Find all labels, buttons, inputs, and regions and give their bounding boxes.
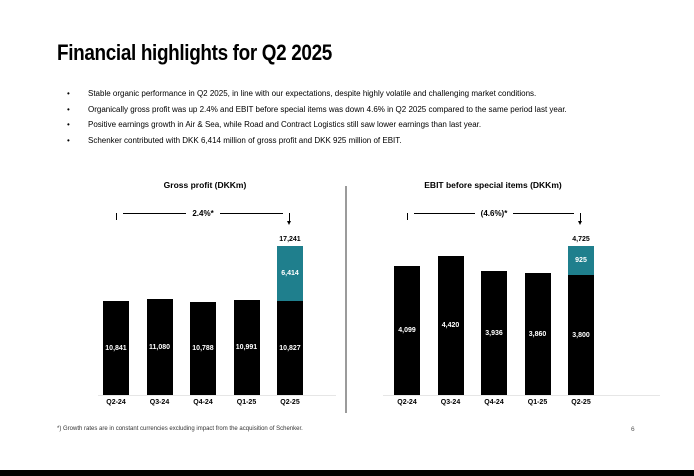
bar-value-label: 6,414 — [281, 270, 299, 277]
bar-value-label: 3,860 — [528, 330, 547, 338]
bar-segment-organic: 3,860 — [524, 273, 551, 395]
bullet-icon: • — [67, 104, 70, 114]
bar-column: 4,420 Q3-24 — [437, 236, 464, 406]
arrow-down-icon — [287, 213, 292, 225]
bar-value-label: 10,827 — [279, 344, 301, 352]
bar-stack: 4,420 — [437, 256, 464, 395]
bar-stack: 6,414 10,827 — [277, 246, 303, 395]
bullet-text: Schenker contributed with DKK 6,414 mill… — [88, 135, 402, 145]
bullet-text: Positive earnings growth in Air & Sea, w… — [88, 120, 482, 129]
x-axis-line — [98, 395, 336, 396]
bar-value-label: 3,936 — [485, 329, 503, 337]
page-title: Financial highlights for Q2 2025 — [57, 40, 332, 65]
bar-stack: 3,860 — [524, 273, 551, 395]
x-axis-label: Q1-25 — [527, 399, 548, 406]
bracket-line — [414, 213, 475, 214]
bracket-left-tick — [407, 213, 408, 220]
bar-segment-schenker: 6,414 — [277, 246, 303, 301]
bar-value-label: 10,788 — [192, 345, 214, 352]
bar-value-label: 3,800 — [572, 331, 590, 339]
chart-title: Gross profit (DKKm) — [163, 180, 247, 190]
bracket-line — [219, 213, 284, 214]
bar-value-label: 4,420 — [441, 322, 460, 329]
bottom-accent-bar — [0, 470, 694, 476]
bar-value-label: 10,841 — [105, 344, 127, 352]
bar-stack: 925 3,800 — [568, 246, 594, 395]
bullet-text: Stable organic performance in Q2 2025, i… — [88, 89, 537, 98]
growth-rate-label: 2.4%* — [192, 208, 214, 218]
footnote: *) Growth rates are in constant currenci… — [57, 426, 303, 432]
x-axis-label: Q4-24 — [193, 399, 213, 406]
bar-column: 10,788 Q4-24 — [190, 236, 216, 406]
page-number: 6 — [631, 426, 635, 433]
bullet-item: • Organically gross profit was up 2.4% a… — [67, 102, 652, 118]
bar-stack: 3,936 — [481, 271, 507, 395]
bar-value-label: 925 — [575, 257, 587, 264]
gross-profit-chart: Gross profit (DKKm) 2.4%* 10,841 Q2-24 11,… — [92, 180, 336, 425]
arrow-down-icon — [578, 213, 582, 225]
bar-segment-organic: 10,827 — [277, 301, 303, 395]
bullet-icon: • — [67, 120, 70, 129]
bar-segment-organic: 10,788 — [190, 302, 216, 395]
x-axis-label: Q3-24 — [440, 399, 461, 406]
bullet-icon: • — [67, 89, 70, 98]
bar-segment-organic: 11,080 — [146, 299, 173, 395]
bar-column: 6,414 10,827 17,241 Q2-25 — [277, 236, 303, 406]
bracket-line — [123, 213, 187, 214]
bar-stack: 10,841 — [103, 301, 129, 395]
bar-segment-organic: 3,936 — [481, 271, 507, 395]
bar-value-label: 4,099 — [398, 327, 416, 334]
growth-rate-label: (4.6%)* — [480, 208, 508, 218]
growth-bracket: 2.4%* — [116, 208, 292, 226]
plot-area: 4,099 Q2-24 4,420 Q3-24 3,936 Q4-24 3,860 Q1-25… — [394, 236, 594, 406]
bar-column: 10,991 Q1-25 — [233, 236, 260, 406]
x-axis-label: Q1-25 — [236, 399, 257, 406]
bullet-item: • Schenker contributed with DKK 6,414 mi… — [67, 133, 652, 149]
bar-segment-organic: 4,099 — [394, 266, 420, 395]
bar-value-label: 10,991 — [235, 344, 258, 351]
ebit-chart: EBIT before special items (DKKm) (4.6%)*… — [380, 180, 660, 425]
x-axis-label: Q4-24 — [484, 399, 504, 406]
bullet-item: • Stable organic performance in Q2 2025,… — [67, 86, 652, 102]
bullet-item: • Positive earnings growth in Air & Sea,… — [67, 117, 652, 133]
bar-column: 11,080 Q3-24 — [146, 236, 173, 406]
bar-column: 3,936 Q4-24 — [481, 236, 507, 406]
chart-title: EBIT before special items (DKKm) — [424, 180, 562, 190]
bar-stack: 11,080 — [146, 299, 173, 395]
bar-total-label: 17,241 — [279, 236, 301, 243]
bar-stack: 10,788 — [190, 302, 216, 395]
bar-stack: 4,099 — [394, 266, 420, 395]
bar-segment-organic: 10,841 — [103, 301, 129, 395]
x-axis-line — [383, 395, 660, 396]
bar-column: 3,860 Q1-25 — [524, 236, 551, 406]
x-axis-label: Q2-25 — [571, 399, 591, 406]
bracket-line — [513, 213, 574, 214]
bar-column: 10,841 Q2-24 — [103, 236, 129, 406]
bracket-left-tick — [116, 213, 117, 220]
x-axis-label: Q3-24 — [149, 399, 170, 406]
bar-segment-organic: 10,991 — [233, 300, 260, 395]
chart-divider — [345, 186, 347, 413]
plot-area: 10,841 Q2-24 11,080 Q3-24 10,788 Q4-24 10,991 Q… — [103, 236, 303, 406]
bar-column: 925 3,800 4,725 Q2-25 — [568, 236, 594, 406]
bar-segment-organic: 3,800 — [568, 275, 594, 395]
x-axis-label: Q2-24 — [397, 399, 417, 406]
bar-segment-schenker: 925 — [568, 246, 594, 275]
growth-bracket: (4.6%)* — [407, 208, 582, 226]
bar-total-label: 4,725 — [572, 236, 590, 243]
bullet-icon: • — [67, 135, 70, 145]
x-axis-label: Q2-25 — [280, 399, 300, 406]
x-axis-label: Q2-24 — [106, 399, 126, 406]
bullet-list: • Stable organic performance in Q2 2025,… — [67, 86, 652, 148]
bar-value-label: 11,080 — [148, 343, 171, 351]
bullet-text: Organically gross profit was up 2.4% and… — [88, 104, 567, 114]
bar-stack: 10,991 — [233, 300, 260, 395]
bar-column: 4,099 Q2-24 — [394, 236, 420, 406]
bar-segment-organic: 4,420 — [437, 256, 464, 395]
